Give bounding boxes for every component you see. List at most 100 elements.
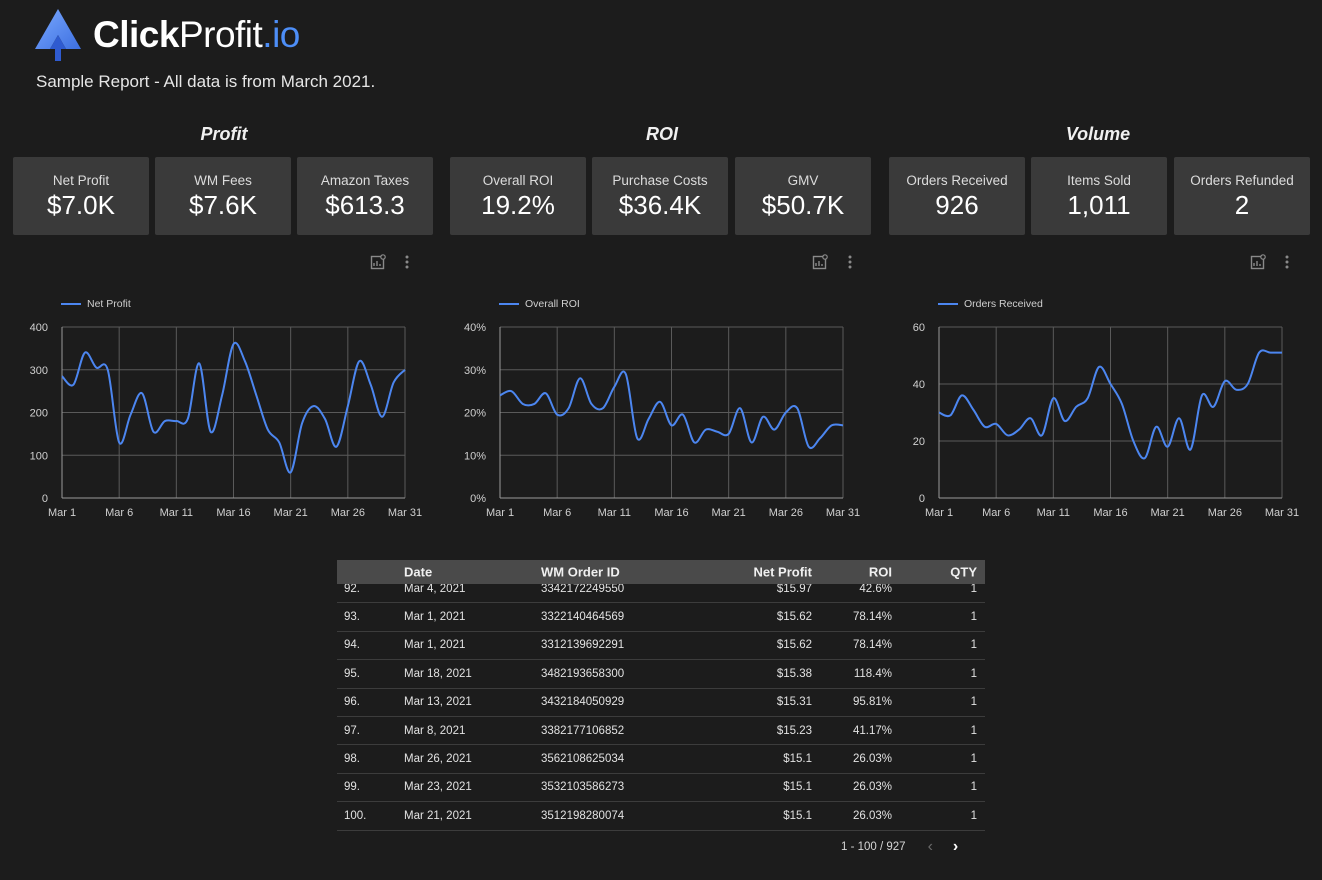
table-row[interactable]: 94. Mar 1, 2021 3312139692291 $15.62 78.14% 1 [337, 632, 985, 661]
data-point [231, 341, 237, 347]
legend-label: Net Profit [87, 298, 131, 310]
data-point [634, 435, 640, 441]
data-point [783, 410, 789, 416]
cell-qty: 1 [970, 667, 977, 680]
data-point [379, 414, 385, 420]
column-header-order-id[interactable]: WM Order ID [541, 564, 620, 580]
cell-order-id: 3532103586273 [541, 781, 625, 794]
data-point [322, 416, 328, 422]
column-header-roi[interactable]: ROI [868, 564, 892, 580]
data-point [1016, 427, 1022, 433]
row-index: 96. [344, 696, 360, 709]
table-header: Date WM Order ID Net Profit ROI QTY [337, 560, 985, 584]
data-point [508, 388, 514, 394]
more-vert-icon[interactable] [404, 254, 410, 270]
table-row[interactable]: 100. Mar 21, 2021 3512198280074 $15.1 26.03%… [337, 802, 985, 831]
chevron-left-icon[interactable]: ‹ [927, 838, 933, 855]
table-row[interactable]: 93. Mar 1, 2021 3322140464569 $15.62 78.14% 1 [337, 603, 985, 632]
x-tick-label: Mar 11 [1037, 507, 1070, 519]
column-header-date[interactable]: Date [404, 564, 433, 580]
report-subtitle: Sample Report - All data is from March 2… [36, 72, 376, 91]
column-header-net-profit[interactable]: Net Profit [753, 564, 813, 580]
x-tick-label: Mar 26 [331, 507, 365, 519]
table-row[interactable]: 98. Mar 26, 2021 3562108625034 $15.1 26.03% 1 [337, 745, 985, 774]
cell-roi: 78.14% [852, 611, 892, 624]
net-profit-line-chart[interactable]: 0 100 200 300 400 Mar 1 Mar 6 Mar 11 Mar 16 Mar 2… [20, 318, 435, 523]
chart-legend-overall-roi[interactable]: Overall ROI [499, 298, 580, 310]
table-row[interactable]: 95. Mar 18, 2021 3482193658300 $15.38 118.4%… [337, 660, 985, 689]
chart-legend-orders-received[interactable]: Orders Received [938, 298, 1043, 310]
data-point [611, 384, 617, 390]
data-point [1268, 350, 1274, 356]
explore-chart-icon[interactable] [1250, 254, 1266, 270]
data-point [947, 412, 953, 418]
cell-roi: 26.03% [852, 781, 892, 794]
row-index: 100. [344, 809, 367, 822]
chart-toolbar [1250, 254, 1310, 272]
table-row[interactable]: 92. Mar 4, 2021 3342172249550 $15.97 42.6% 1 [337, 584, 985, 604]
chart-legend-net-profit[interactable]: Net Profit [61, 298, 131, 310]
data-point [1108, 381, 1114, 387]
data-point [806, 444, 812, 450]
kpi-purchase-costs: Purchase Costs $36.4K [592, 157, 728, 235]
kpi-label: GMV [787, 173, 819, 188]
data-point [185, 416, 191, 422]
pagination: 1 - 100 / 927 ‹ › [841, 838, 958, 856]
data-point [196, 360, 202, 366]
y-tick-label: 20% [464, 408, 486, 420]
data-point [531, 401, 537, 407]
kpi-label: Purchase Costs [612, 173, 708, 188]
column-header-qty[interactable]: QTY [950, 564, 977, 580]
legend-swatch [61, 303, 81, 305]
kpi-value: 19.2% [481, 190, 555, 220]
data-point [116, 439, 122, 445]
data-point [162, 418, 168, 424]
overall-roi-line-chart[interactable]: 0% 10% 20% 30% 40% Mar 1 Mar 6 Mar 11 Mar 16 Mar … [458, 318, 873, 523]
more-vert-icon[interactable] [847, 254, 853, 270]
data-point [829, 422, 835, 428]
data-point [1188, 447, 1194, 453]
x-tick-label: Mar 21 [1151, 507, 1185, 519]
legend-swatch [499, 303, 519, 305]
data-point [70, 382, 76, 388]
table-row[interactable]: 96. Mar 13, 2021 3432184050929 $15.31 95.81%… [337, 689, 985, 717]
y-tick-label: 400 [30, 322, 48, 334]
cell-roi: 41.17% [852, 724, 892, 737]
more-vert-icon[interactable] [1284, 254, 1290, 270]
y-tick-label: 10% [464, 450, 486, 462]
data-point [1210, 404, 1216, 410]
explore-chart-icon[interactable] [812, 254, 828, 270]
data-point [219, 392, 225, 398]
cell-order-id: 3482193658300 [541, 667, 625, 680]
data-point [1039, 432, 1045, 438]
cell-order-id: 3322140464569 [541, 611, 625, 624]
cell-date: Mar 1, 2021 [404, 611, 466, 624]
explore-chart-icon[interactable] [370, 254, 386, 270]
x-tick-label: Mar 31 [1265, 507, 1299, 519]
table-body[interactable]: 92. Mar 4, 2021 3342172249550 $15.97 42.6% 1 9… [337, 584, 985, 854]
data-point [345, 403, 351, 409]
data-point [737, 405, 743, 411]
data-point [657, 399, 663, 405]
data-point [139, 390, 145, 396]
cell-qty: 1 [970, 696, 977, 709]
data-point [265, 427, 271, 433]
chevron-right-icon[interactable]: › [952, 838, 959, 855]
cell-qty: 1 [970, 611, 977, 624]
legend-swatch [938, 303, 958, 305]
kpi-amazon-taxes: Amazon Taxes $613.3 [297, 157, 433, 235]
cell-qty: 1 [970, 584, 977, 595]
row-index: 97. [344, 724, 360, 737]
table-row[interactable]: 99. Mar 23, 2021 3532103586273 $15.1 26.03% 1 [337, 774, 985, 803]
y-tick-label: 20 [913, 436, 925, 448]
data-point [1153, 424, 1159, 430]
orders-received-line-chart[interactable]: 0 20 40 60 Mar 1 Mar 6 Mar 11 Mar 16 Mar 21 Mar 2… [897, 318, 1312, 523]
table-row[interactable]: 97. Mar 8, 2021 3382177106852 $15.23 41.17% 1 [337, 717, 985, 746]
x-tick-label: Mar 6 [105, 507, 133, 519]
data-point [1062, 418, 1068, 424]
data-point [93, 365, 99, 371]
cell-order-id: 3432184050929 [541, 696, 625, 709]
cell-net-profit: $15.38 [776, 667, 812, 680]
data-point [520, 401, 526, 407]
